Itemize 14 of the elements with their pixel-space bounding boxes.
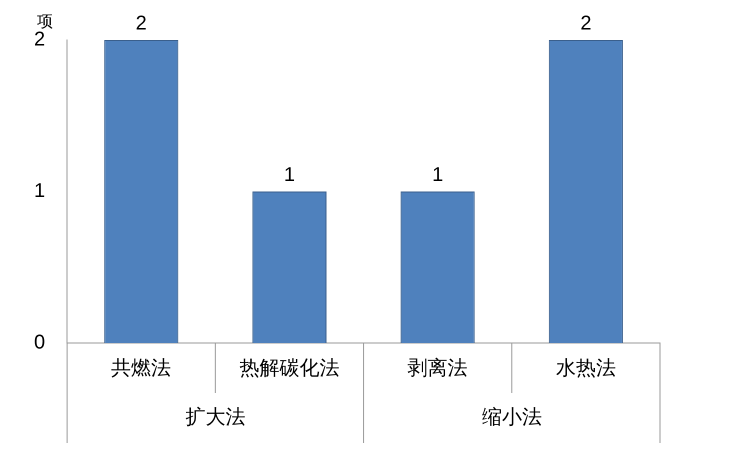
x-tick-label: 热解碳化法 [239,358,340,380]
text: 缩小法 [482,406,542,429]
y-tick-label: 0 [34,332,46,354]
x-tick-label: 水热法 [556,358,616,380]
data-label: 2 [580,12,592,35]
y-tick-label: 1 [34,180,46,202]
y-axis-title: 项 [37,13,54,30]
data-label: 1 [432,164,444,186]
data-label: 1 [284,164,296,186]
x-tick-label: 剥离法 [408,358,468,380]
y-tick-label: 2 [34,28,46,51]
x-tick-label: 共燃法 [111,358,172,380]
data-label: 2 [136,12,147,35]
text: 扩大法 [185,406,246,429]
